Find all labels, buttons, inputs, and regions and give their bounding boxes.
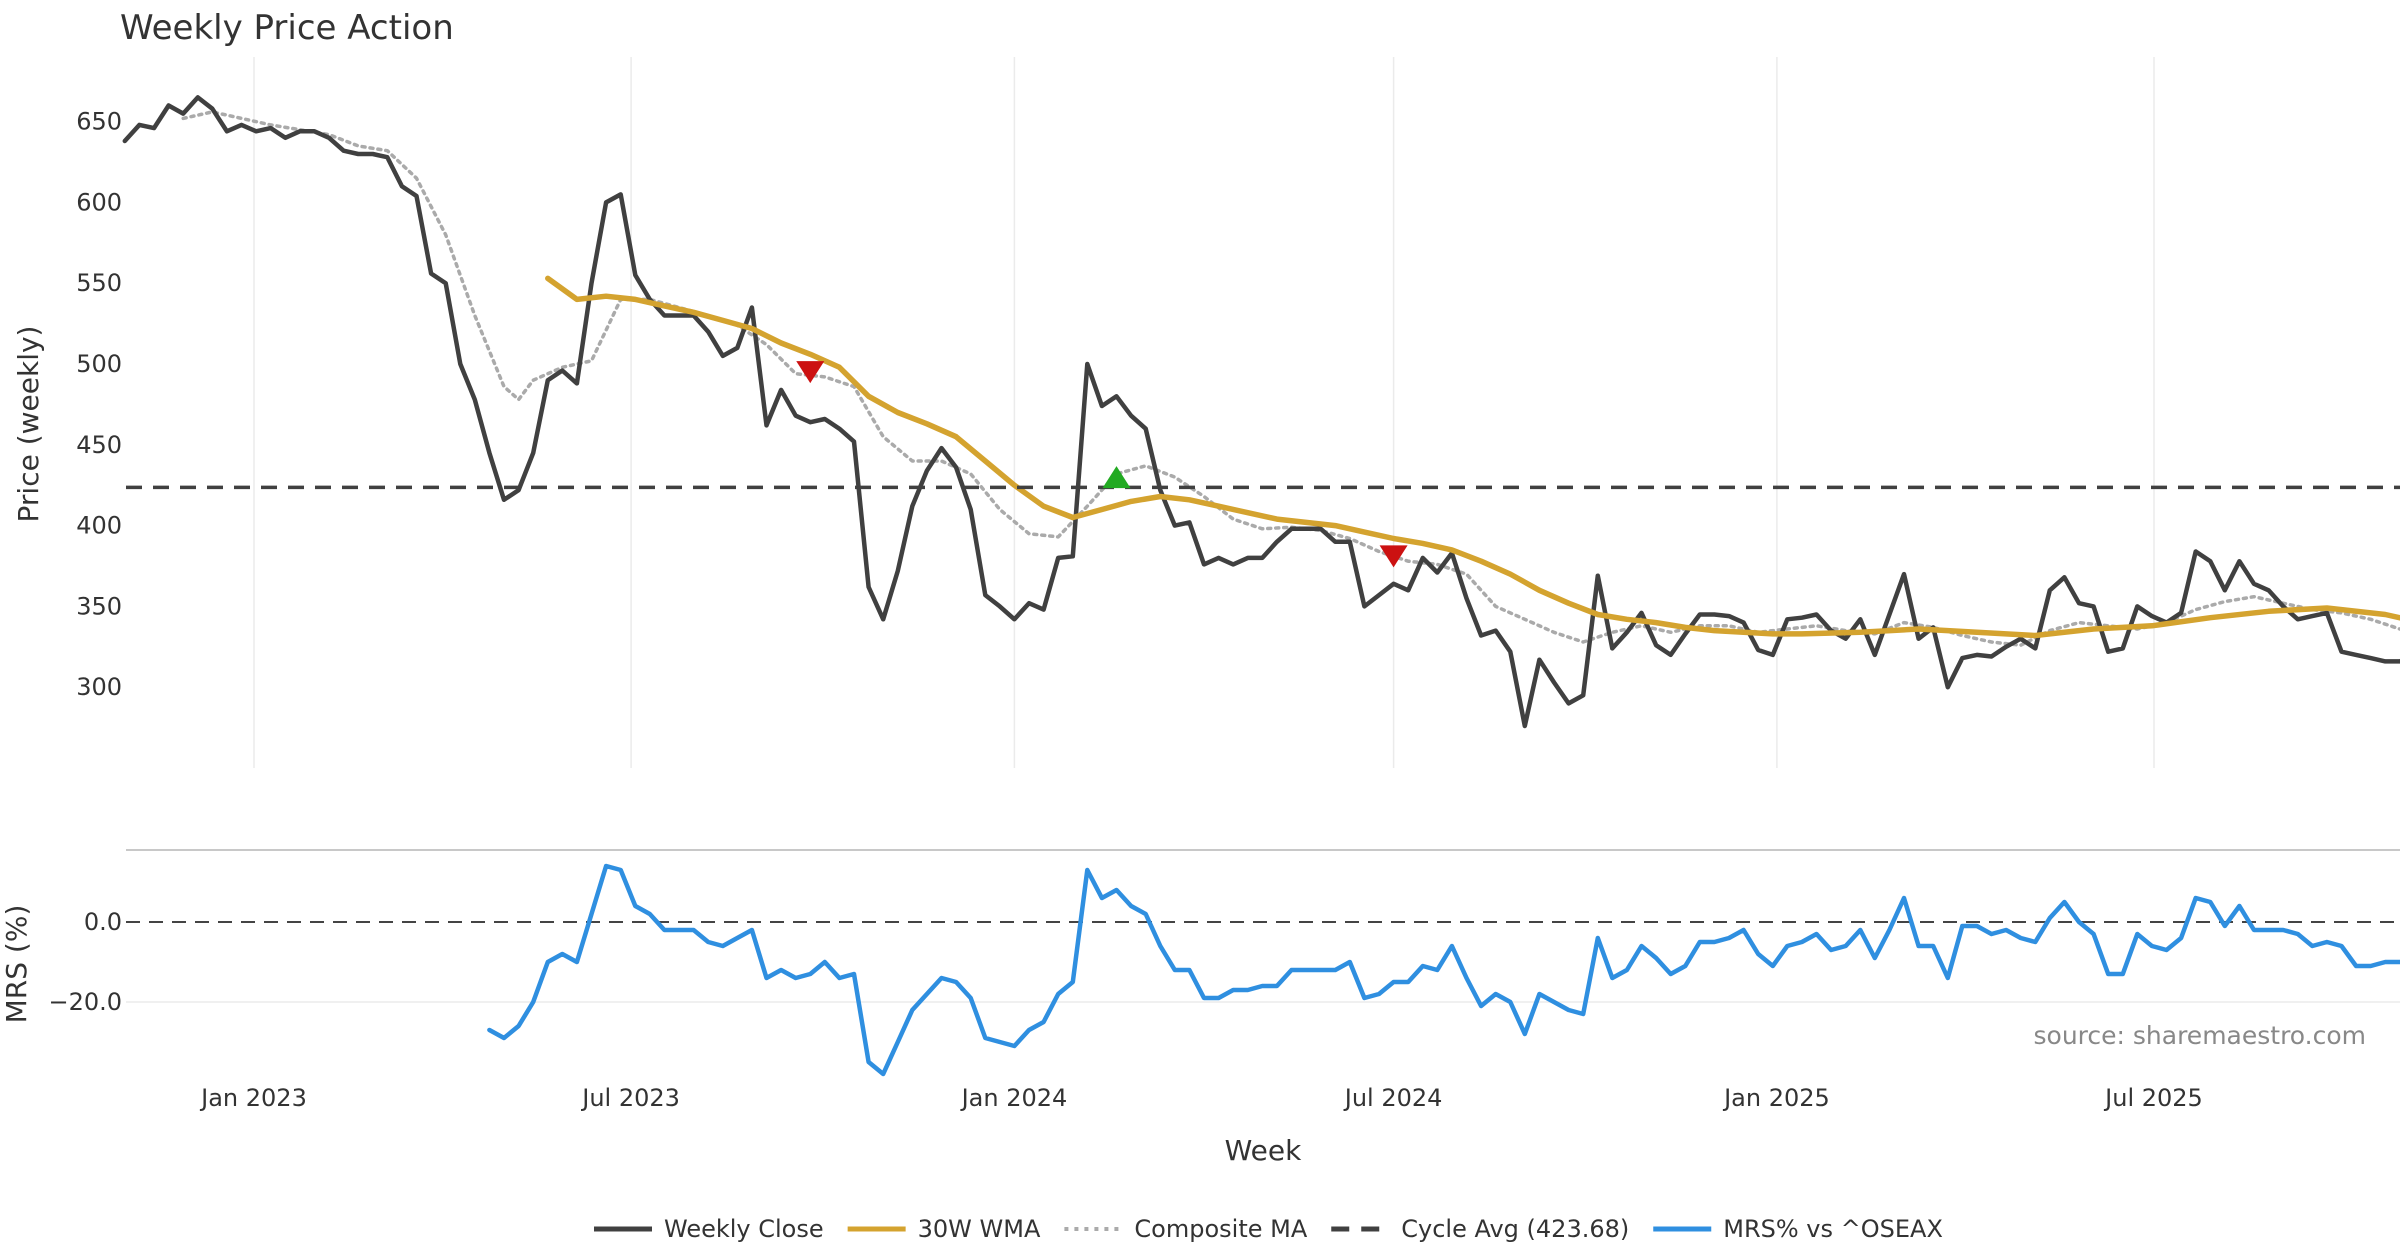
price-y-tick-label: 450 [76,431,122,459]
mrs-grid [126,849,2400,1003]
buy-signal-marker-1 [1102,466,1131,489]
price-y-tick-label: 500 [76,350,122,378]
price-y-ticks: 300 350 400 450 500 550 600 650 [76,108,122,702]
composite-ma-line [181,110,2400,647]
x-tick-label: Jul 2023 [580,1084,680,1112]
x-tick-label: Jan 2023 [199,1084,307,1112]
mrs-y-tick-label: 0.0 [84,908,122,936]
legend-label-composite-ma: Composite MA [1134,1215,1307,1243]
mrs-vs-oseax-line [487,863,2400,1077]
source-text: source: sharemaestro.com [2034,1021,2367,1050]
price-grid [253,57,2155,768]
x-tick-label: Jan 2025 [1722,1084,1830,1112]
legend: Weekly Close 30W WMA Composite MA Cycle Avg… [594,1215,1943,1243]
legend-label-30w-wma: 30W WMA [918,1215,1041,1243]
legend-label-mrs-vs-oseax: MRS% vs ^OSEAX [1723,1215,1943,1243]
x-tick-label: Jul 2025 [2103,1084,2203,1112]
sell-signal-marker-2 [1379,545,1408,568]
mrs-y-axis-label: MRS (%) [0,905,33,1024]
signal-markers [796,361,1408,568]
legend-label-cycle-avg-423-68: Cycle Avg (423.68) [1401,1215,1629,1243]
legend-label-weekly-close: Weekly Close [664,1215,824,1243]
30w-wma-line [545,275,2400,639]
price-y-tick-label: 400 [76,512,122,540]
price-y-tick-label: 300 [76,673,122,701]
x-ticks: Jan 2023 Jul 2023 Jan 2024 Jul 2024 Jan 2025… [199,1084,2203,1112]
mrs-series-group [487,863,2400,1077]
price-series-group [122,95,2400,729]
x-tick-label: Jan 2024 [960,1084,1068,1112]
price-y-tick-label: 550 [76,269,122,297]
weekly-close-line [122,95,2400,729]
sell-signal-marker-0 [796,361,825,384]
price-y-tick-label: 600 [76,188,122,216]
chart-title: Weekly Price Action [120,8,454,48]
price-y-tick-label: 650 [76,108,122,136]
x-axis-label: Week [1225,1134,1302,1167]
price-y-tick-label: 350 [76,592,122,620]
price-y-axis-label: Price (weekly) [12,326,45,523]
mrs-y-tick-label: −20.0 [48,988,122,1016]
x-tick-label: Jul 2024 [1343,1084,1443,1112]
mrs-y-ticks: 0.0 −20.0 [48,908,122,1016]
